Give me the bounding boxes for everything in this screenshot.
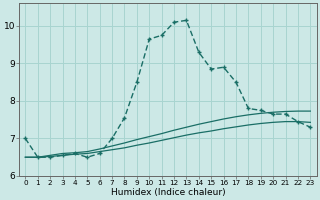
X-axis label: Humidex (Indice chaleur): Humidex (Indice chaleur) bbox=[110, 188, 225, 197]
